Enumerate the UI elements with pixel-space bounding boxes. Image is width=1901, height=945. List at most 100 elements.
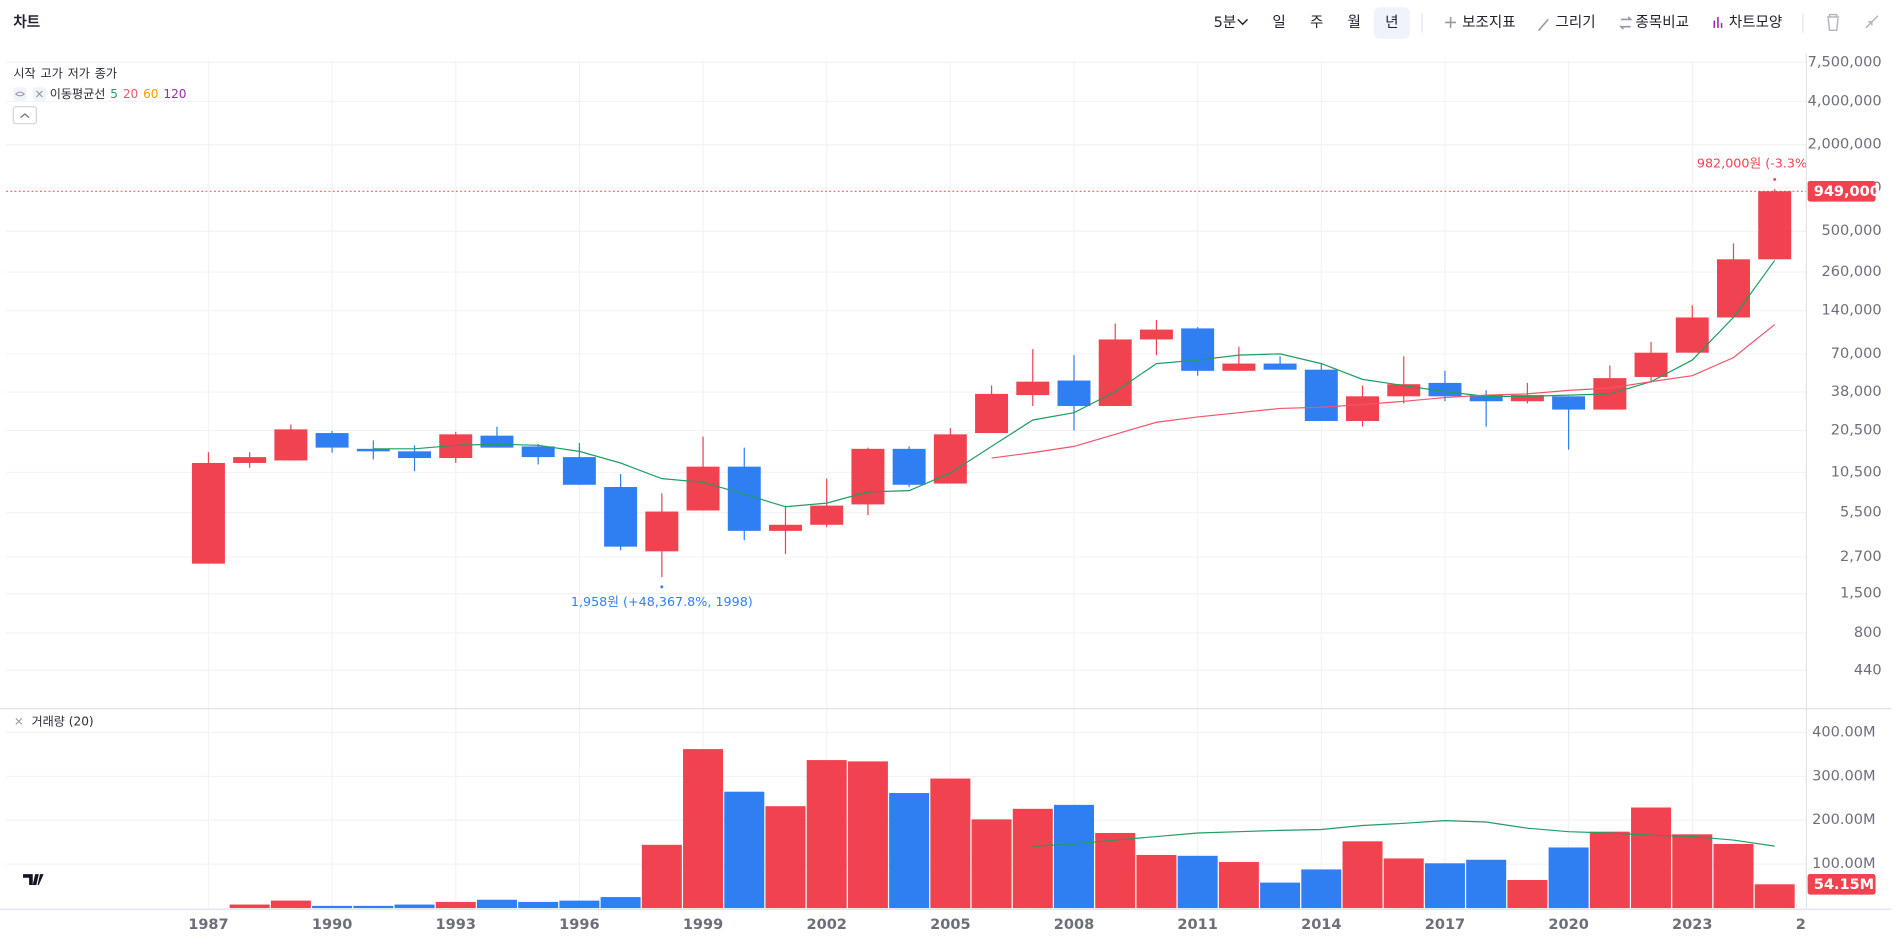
volume-bar [1466,859,1507,909]
candle-body [1675,317,1709,353]
x-tick-label: 2011 [1177,917,1217,933]
volume-bar [270,900,311,909]
candle-body [274,429,308,461]
x-tick-label: 1996 [559,917,599,933]
volume-bar [1424,863,1465,909]
volume-bar [476,899,517,909]
candle-body [810,505,844,525]
volume-bar [971,819,1012,909]
candle-body [768,524,802,531]
candle-body [975,393,1009,434]
candle-body [1139,329,1173,340]
close-icon [35,90,43,98]
candle-body [562,457,596,485]
annotation-marker [1773,177,1777,181]
candle-body [1758,191,1792,260]
last-price-badge [1807,180,1876,202]
volume-bar [806,760,847,909]
toolbar-title: 차트 [13,14,40,31]
volume-bar [847,761,888,909]
plot-area: 1987 1990 1993 1996 1999 2002 2005 2008 2011 2014… [6,60,1853,933]
y-tick-label: 2,700 [1840,549,1882,565]
volume-bar [889,793,930,909]
candle-body [233,457,267,463]
ohlc-legend-label: 종가 [95,66,117,80]
last-price-label: 949,000 [1814,184,1880,200]
volume-bar [765,806,806,909]
volume-bar [1095,832,1136,909]
volume-tick-label: 100.00M [1812,856,1875,872]
interval-button[interactable]: 월 [1348,14,1361,31]
y-tick-label: 20,500 [1831,423,1882,439]
volume-bar [353,905,394,909]
volume-tick-label: 400.00M [1812,724,1875,740]
volume-bar [641,844,682,909]
candle-body [933,434,967,484]
moving-average-line [991,324,1776,459]
y-tick-label: 800 [1854,625,1882,641]
volume-bar [1383,858,1424,909]
ohlc-legend-label: 시작 [13,66,35,80]
tool-icon [1713,16,1723,28]
candle-body [1263,363,1297,370]
x-tick-label: 2026 [1796,917,1836,933]
volume-legend-title: 거래량 (20) [32,714,94,728]
eye-icon [15,91,25,97]
interval-button[interactable]: 년 [1385,14,1398,31]
ma-legend-item: 60 [143,87,158,101]
ma-legend-item: 120 [163,87,186,101]
volume-bar [518,901,559,909]
annotation-label: 982,000원 (-3.3%, 2025) [1697,155,1853,170]
y-tick-label: 38,000 [1831,384,1882,400]
interval-button[interactable]: 주 [1310,15,1323,31]
annotation-marker [660,585,664,589]
tool-button[interactable]: 종목비교 [1635,14,1688,31]
volume-bar [1589,831,1630,909]
interval-button[interactable]: 5분 [1214,15,1237,31]
delete-icon[interactable] [1827,13,1840,32]
tool-button[interactable]: 보조지표 [1462,14,1515,31]
volume-bar [1631,807,1672,909]
y-tick-label: 10,500 [1831,464,1882,480]
collapse-icon[interactable] [1865,15,1879,29]
y-tick-label: 1,500 [1840,586,1882,602]
volume-bar [559,900,600,909]
y-tick-label: 260,000 [1822,264,1882,280]
tool-button[interactable]: 차트모양 [1729,14,1782,31]
close-icon[interactable] [15,717,23,725]
candle-body [1469,395,1503,402]
x-tick-label: 2005 [930,917,970,933]
y-tick-label: 140,000 [1822,303,1882,319]
candle-body [1716,259,1750,318]
y-tick-label: 4,000,000 [1808,93,1882,109]
volume-bar [1672,834,1713,909]
volume-bar [600,897,641,909]
x-tick-label: 2020 [1548,917,1588,933]
candle-body [1057,380,1091,406]
visibility-toggle[interactable] [13,87,27,101]
interval-button[interactable]: 일 [1272,14,1285,31]
logo-icon [23,874,44,886]
tool-button[interactable]: 그리기 [1555,14,1595,31]
candle-body [645,511,679,552]
volume-bar [1177,855,1218,909]
candle-body [892,448,926,485]
volume-bar [435,901,476,909]
x-tick-label: 2023 [1672,917,1712,933]
volume-bar [229,904,270,909]
x-tick-label: 2008 [1054,917,1094,933]
x-tick-label: 2014 [1301,917,1341,933]
annotation-label: 1,958원 (+48,367.8%, 1998) [571,594,753,609]
dropdown-icon [1237,18,1249,26]
ohlc-legend-label: 저가 [68,66,90,80]
volume-bar [1507,879,1548,909]
candle-body [1222,363,1256,371]
interval-selected [1373,7,1410,39]
candle-body [686,466,720,511]
candle-body [191,462,225,564]
last-volume-badge [1807,873,1876,895]
x-tick-label: 1993 [436,917,476,933]
volume-bar [683,749,724,909]
legend-collapse[interactable] [12,106,37,125]
candle-body [1181,328,1215,371]
